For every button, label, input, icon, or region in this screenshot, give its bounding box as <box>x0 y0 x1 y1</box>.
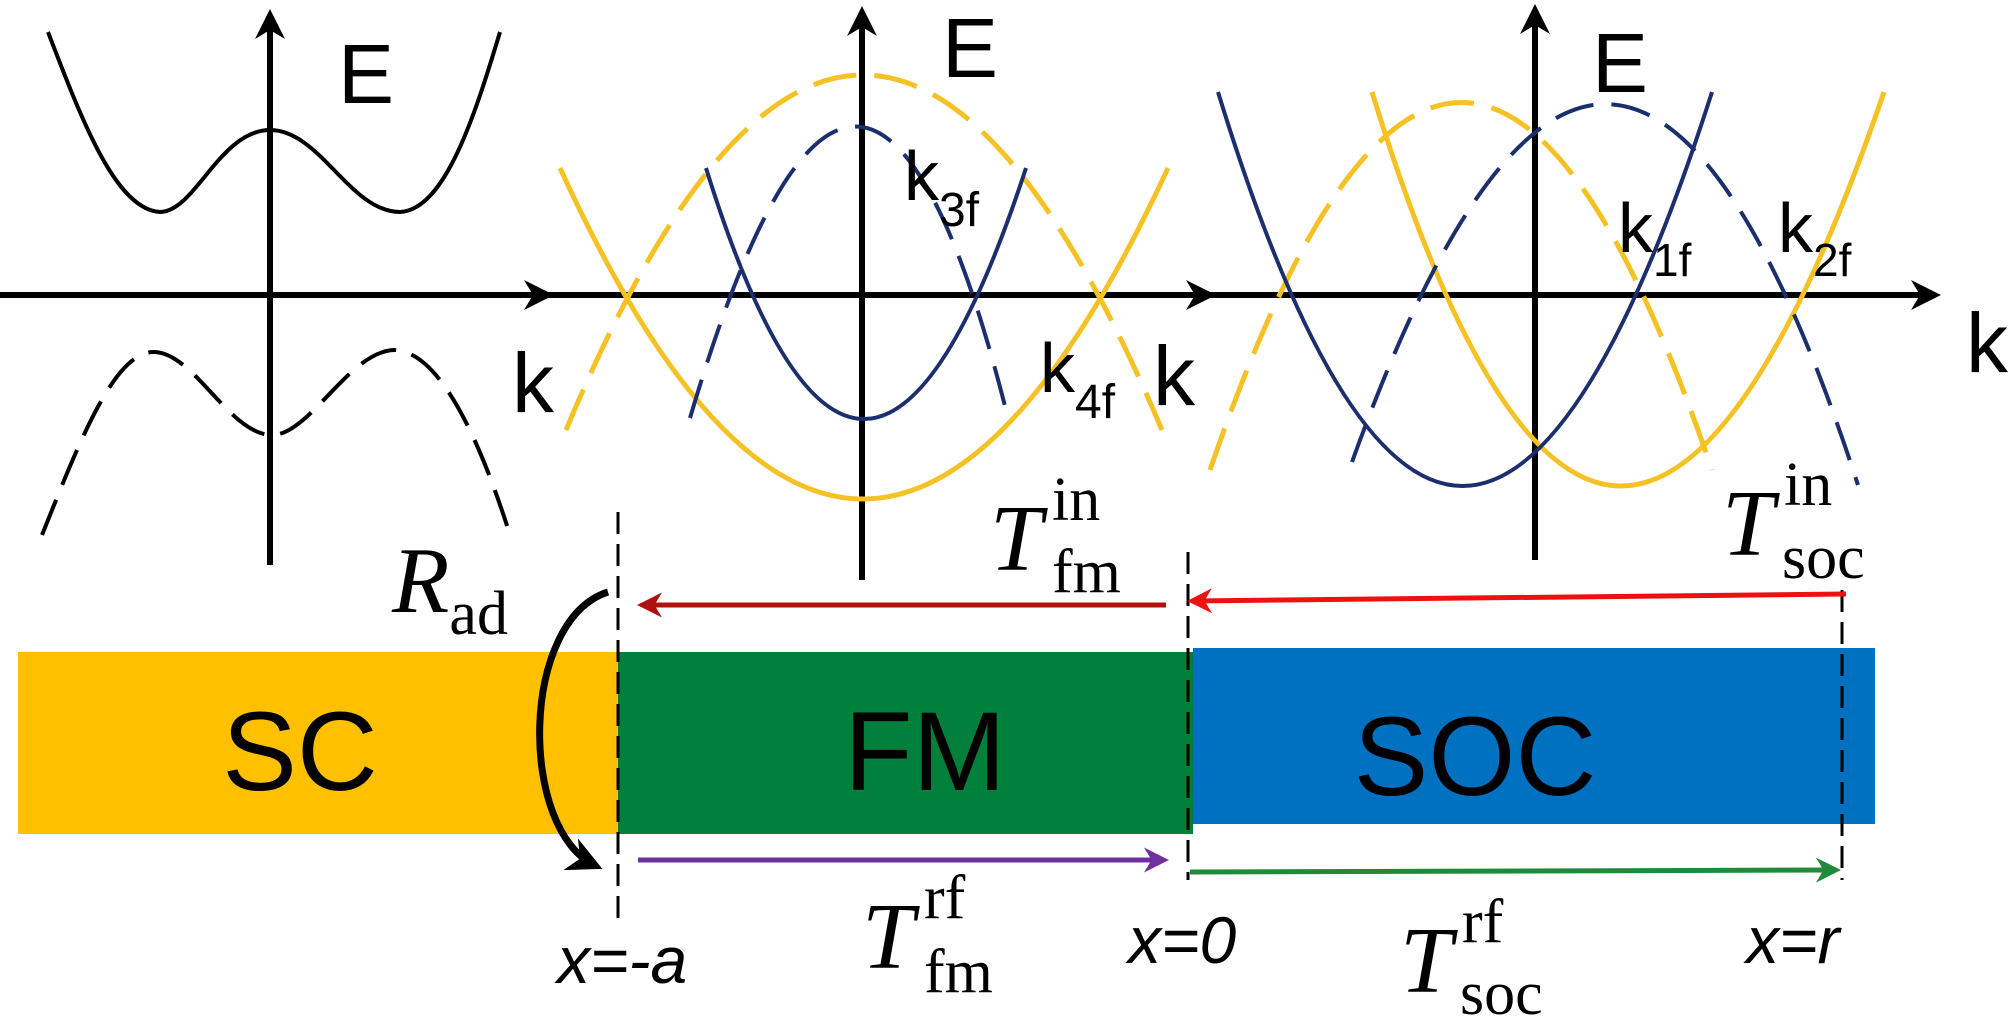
t-soc-in-base: T <box>1722 472 1780 576</box>
r-ad-subscript: ad <box>449 580 508 648</box>
t-soc-in-label: T <box>1722 472 1780 576</box>
k2f-subscript: 2f <box>1813 234 1852 286</box>
sc-k-axis-label: k <box>512 336 555 430</box>
k2f-base: k <box>1778 189 1814 267</box>
soc-region-label: SOC <box>1354 694 1597 819</box>
t-soc-in-subscript: soc <box>1782 524 1865 592</box>
soc-yellow-dashed-band <box>1210 103 1712 471</box>
sc-hole-band <box>42 350 510 535</box>
k4f-subscript: 4f <box>1075 376 1116 429</box>
k3f-base: k <box>904 137 940 215</box>
sc-e-axis-label: E <box>338 27 394 121</box>
soc-yellow-solid-band <box>1372 92 1884 486</box>
t-soc-rf-superscript: rf <box>1462 888 1504 956</box>
sc-band-panel: E k <box>0 15 555 565</box>
t-soc-rf-arrow <box>1190 870 1836 872</box>
t-soc-rf-base: T <box>1400 909 1458 1013</box>
fm-e-axis-text: E <box>942 1 998 95</box>
soc-navy-solid-band <box>1218 92 1712 486</box>
position-x-neg-a: x=-a <box>554 923 687 997</box>
t-soc-in-arrow <box>1192 594 1846 601</box>
fm-e-axis-label: E <box>942 1 998 95</box>
fm-k-axis-label: k <box>1153 329 1196 423</box>
position-x-r: x=r <box>1743 903 1843 977</box>
sc-electron-band <box>48 32 500 212</box>
fm-navy-dashed-band <box>690 127 1008 419</box>
soc-e-axis-label: E <box>1592 16 1648 110</box>
fm-region-label: FM <box>844 689 1006 814</box>
t-fm-rf-subscript: fm <box>924 938 993 1006</box>
r-ad-label: Rad <box>391 529 508 648</box>
position-labels: x=-a x=0 x=r <box>554 903 1843 997</box>
k3f-label: k3f <box>904 137 980 237</box>
t-fm-in-superscript: in <box>1052 466 1100 534</box>
r-ad-base: R <box>391 529 449 633</box>
k1f-base: k <box>1618 189 1654 267</box>
k3f-subscript: 3f <box>939 184 980 237</box>
t-fm-in-subscript: fm <box>1052 538 1121 606</box>
sc-region-label: SC <box>222 689 378 814</box>
t-fm-in-base: T <box>990 487 1048 591</box>
t-fm-rf-superscript: rf <box>924 864 966 932</box>
t-fm-rf-label: T <box>862 885 920 989</box>
t-fm-in-label: T <box>990 487 1048 591</box>
k4f-base: k <box>1040 329 1076 407</box>
soc-band-panel: E k k1f k2f <box>1205 10 2009 560</box>
k4f-label: k4f <box>1040 329 1116 429</box>
soc-k-axis-label: k <box>1966 296 2009 390</box>
material-strip: SC FM SOC <box>18 648 1875 834</box>
t-soc-in-superscript: in <box>1784 451 1832 519</box>
t-soc-rf-label: T <box>1400 909 1458 1013</box>
k1f-subscript: 1f <box>1653 234 1692 286</box>
fm-band-panel: E k k3f k4f <box>548 1 1210 580</box>
position-x-zero: x=0 <box>1125 903 1237 977</box>
t-soc-rf-subscript: soc <box>1460 960 1543 1022</box>
t-fm-rf-base: T <box>862 885 920 989</box>
